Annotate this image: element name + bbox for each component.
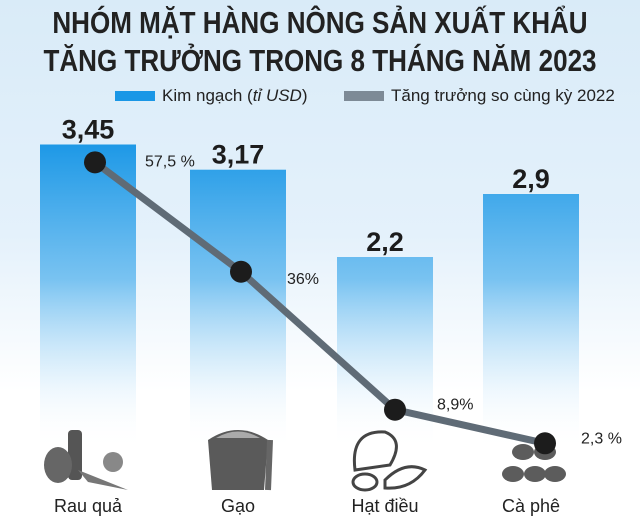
rice-shape [216,431,260,438]
rice-stalk-shape [265,439,273,491]
growth-value-label: 2,3 % [581,430,622,447]
bar-0 [40,144,136,455]
legend-label-bar: Kim ngạch [162,86,243,105]
coffee-bean-shape [512,444,534,460]
tomato-shape [103,452,123,472]
cashew-nut-shape [383,465,428,490]
rice-sack-icon [208,430,273,491]
growth-point-2 [384,398,406,421]
coffee-bean-shape [502,466,524,482]
growth-line [92,159,546,447]
category-label: Hạt điều [351,496,418,516]
legend-swatch-line [344,91,384,101]
chart-title-line2: TĂNG TRƯỞNG TRONG 8 THÁNG NĂM 2023 [43,43,597,78]
cashew-icon [351,430,428,492]
growth-value-label: 8,9% [437,397,473,414]
growth-value-label: 36% [287,271,319,288]
bar-value-label: 2,9 [512,164,550,194]
growth-point-1 [230,260,252,283]
chart-title-line1: NHÓM MẶT HÀNG NÔNG SẢN XUẤT KHẨU [52,5,588,40]
cashew-shape [351,472,379,492]
carrot-shape [78,470,128,490]
bar-1 [190,169,286,455]
bar-2 [337,257,433,455]
vegetable-shape [44,447,72,483]
legend-label-unit: tỉ USD [252,86,302,105]
coffee-bean-shape [544,466,566,482]
bar-value-label: 3,17 [212,140,265,170]
sack-shape [208,430,268,490]
bar-3 [483,194,579,455]
legend-item-bar: Kim ngạch (tỉ USD) [115,86,308,106]
category-label: Rau quả [54,496,123,516]
bar-value-label: 2,2 [366,227,404,257]
growth-point-3 [534,432,556,455]
category-label: Gạo [221,496,255,516]
legend-swatch-bar [115,91,155,101]
vegetables-icon [44,430,128,490]
coffee-bean-shape [524,466,546,482]
legend-item-line: Tăng trưởng so cùng kỳ 2022 [344,86,615,106]
growth-point-0 [84,151,106,174]
category-label: Cà phê [502,496,560,516]
growth-value-label: 57,5 % [145,153,195,170]
cashew-apple-shape [352,430,398,472]
legend-label-line: Tăng trưởng so cùng kỳ 2022 [391,86,615,105]
bar-value-label: 3,45 [62,115,115,145]
